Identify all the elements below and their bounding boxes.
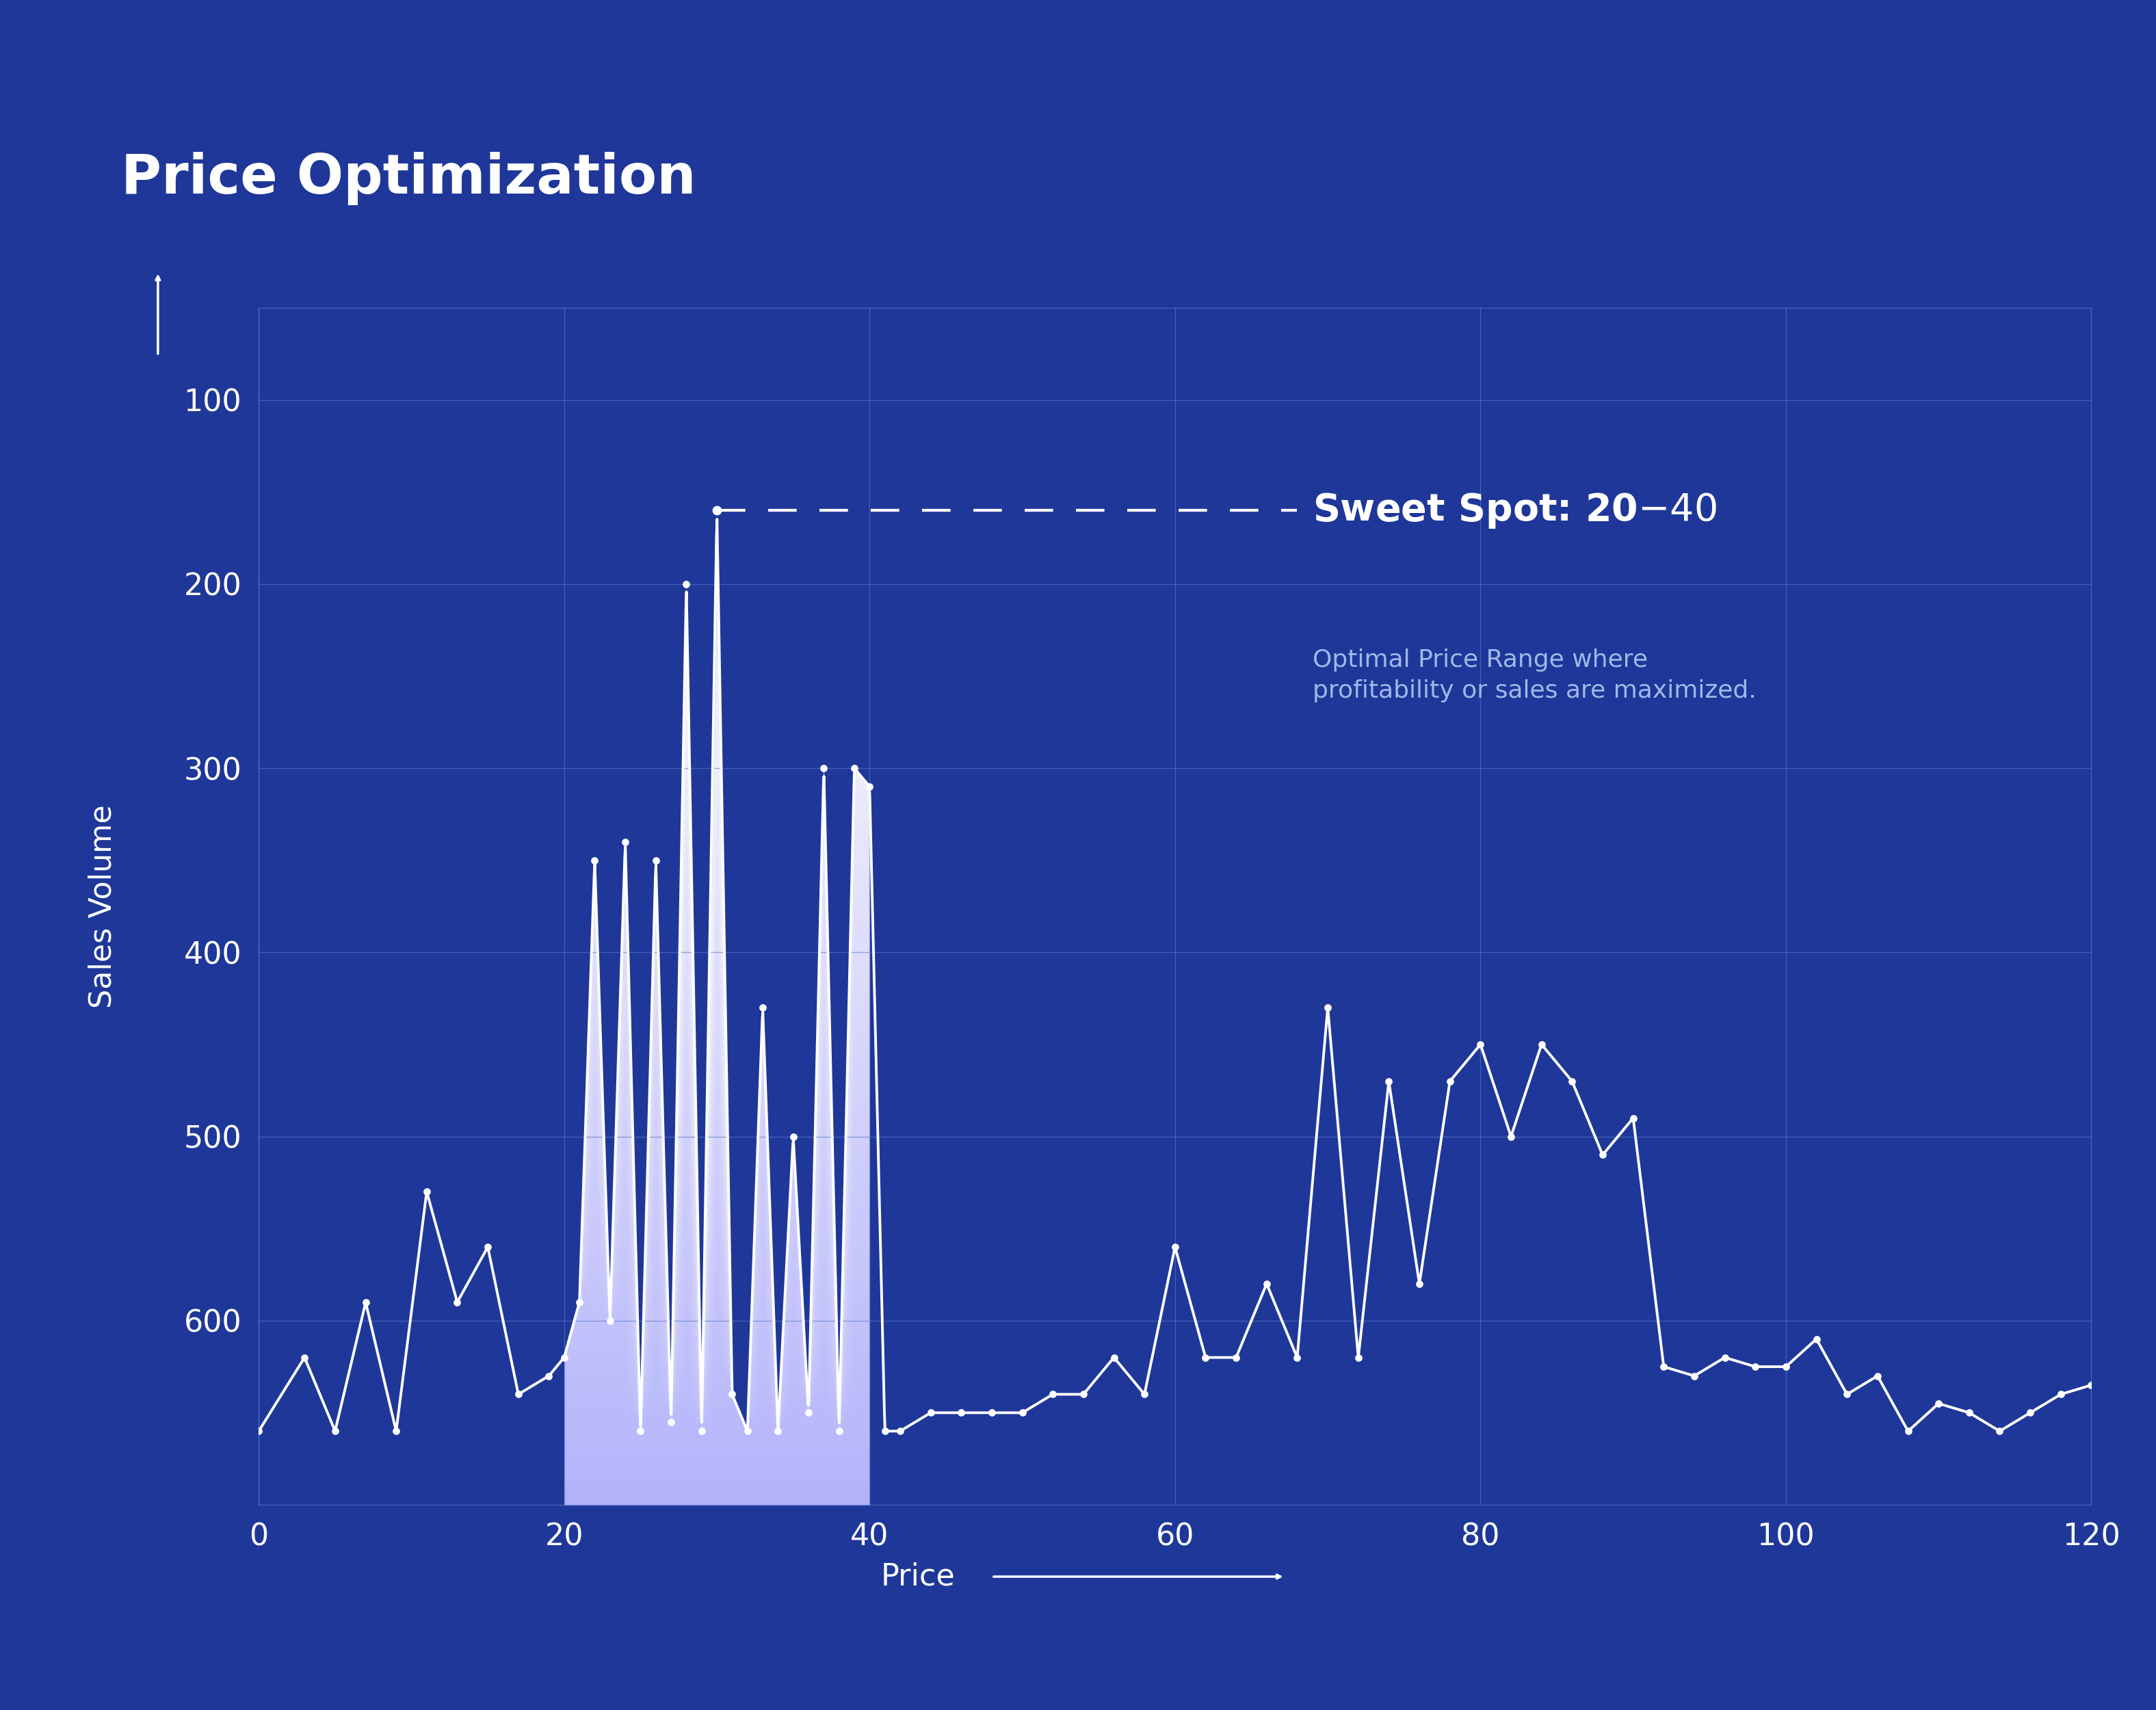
Point [699, 496, 733, 523]
Point [668, 571, 703, 598]
Text: Sweet Spot: 20$ - 40$: Sweet Spot: 20$ - 40$ [1313, 491, 1716, 530]
Point [1738, 1353, 1772, 1380]
Point [1281, 1344, 1315, 1371]
Point [837, 754, 871, 781]
Text: Price: Price [880, 1561, 955, 1592]
Point [699, 496, 733, 523]
Point [884, 1418, 918, 1445]
Point [623, 1418, 658, 1445]
Point [241, 1418, 276, 1445]
Point [776, 1123, 811, 1151]
Point [1035, 1380, 1069, 1407]
Point [349, 1289, 384, 1317]
Point [638, 846, 673, 874]
Point [1861, 1363, 1895, 1390]
Point [563, 1289, 597, 1317]
Point [1218, 1344, 1253, 1371]
Point [821, 1418, 856, 1445]
Point [1401, 1271, 1436, 1298]
Point [608, 828, 642, 855]
Point [410, 1178, 444, 1206]
Point [653, 1409, 688, 1436]
Point [1005, 1399, 1039, 1426]
Point [683, 1418, 718, 1445]
Point [440, 1289, 474, 1317]
Point [1647, 1353, 1682, 1380]
Point [1921, 1390, 1955, 1418]
Point [791, 1399, 826, 1426]
Point [731, 1418, 765, 1445]
Point [1341, 1344, 1376, 1371]
Point [1065, 1380, 1100, 1407]
Point [1554, 1067, 1589, 1094]
Point [533, 1363, 567, 1390]
Point [1311, 994, 1345, 1021]
Point [1768, 1353, 1802, 1380]
Point [379, 1418, 414, 1445]
Point [806, 754, 841, 781]
Text: Optimal Price Range where
profitability or sales are maximized.: Optimal Price Range where profitability … [1313, 648, 1757, 703]
Point [578, 846, 612, 874]
Point [1494, 1123, 1529, 1151]
Point [1248, 1271, 1283, 1298]
Point [1981, 1418, 2016, 1445]
Point [1371, 1067, 1406, 1094]
Point [867, 1418, 901, 1445]
Point [1708, 1344, 1742, 1371]
Point [287, 1344, 321, 1371]
Point [944, 1399, 979, 1426]
Point [317, 1418, 351, 1445]
Point [1891, 1418, 1925, 1445]
Point [593, 1306, 627, 1334]
Point [1798, 1325, 1833, 1353]
Point [548, 1344, 582, 1371]
Point [914, 1399, 949, 1426]
Point [716, 1380, 750, 1407]
Point [852, 773, 886, 800]
Point [1524, 1031, 1559, 1058]
Point [1677, 1363, 1712, 1390]
Point [1188, 1344, 1222, 1371]
Point [2044, 1380, 2078, 1407]
Point [761, 1418, 796, 1445]
Point [500, 1380, 535, 1407]
Y-axis label: Sales Volume: Sales Volume [88, 804, 116, 1009]
Point [1158, 1233, 1192, 1260]
Point [1128, 1380, 1162, 1407]
Point [1585, 1141, 1619, 1168]
Text: Price Optimization: Price Optimization [121, 152, 696, 205]
Point [1830, 1380, 1865, 1407]
Point [2074, 1371, 2109, 1399]
Point [1464, 1031, 1498, 1058]
Point [1951, 1399, 1986, 1426]
Point [2014, 1399, 2048, 1426]
Point [746, 994, 780, 1021]
Point [470, 1233, 505, 1260]
Point [1432, 1067, 1466, 1094]
Point [1097, 1344, 1132, 1371]
Point [1617, 1105, 1651, 1132]
Point [975, 1399, 1009, 1426]
